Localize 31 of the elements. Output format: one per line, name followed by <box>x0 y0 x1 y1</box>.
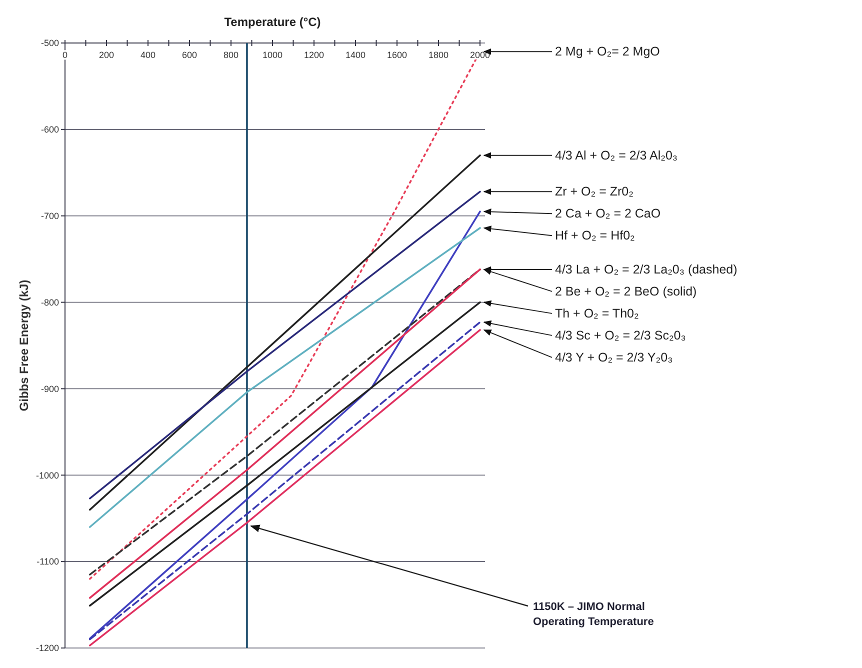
y-tick-label: -1200 <box>36 643 59 654</box>
text: 4/3 Al + O₂ = 2/3 Al₂0₃ <box>555 148 678 162</box>
y-tick-label: -900 <box>40 384 59 394</box>
text: Th + O₂ = Th0₂ <box>555 306 639 320</box>
x-tick-label: 600 <box>182 50 198 60</box>
x-tick-label: 1000 <box>262 50 283 60</box>
y-tick-label: -500 <box>40 38 59 48</box>
y-tick-label: -700 <box>40 211 59 222</box>
ref-line-label: 1150K – JIMO Normal Operating Temperature <box>533 601 654 628</box>
y-tick-label: -600 <box>40 124 59 135</box>
x-tick-label: 1800 <box>428 50 449 60</box>
x-tick-label: 800 <box>223 50 239 60</box>
x-axis-title: Temperature (°C) <box>224 15 321 29</box>
x-tick-label: 200 <box>98 50 114 60</box>
x-tick-label: 400 <box>140 50 156 60</box>
line-series <box>89 210 481 640</box>
text: 2 Be + O₂ = 2 BeO (solid) <box>555 284 697 298</box>
text: 4/3 La + O₂ = 2/3 La₂0₃ (dashed) <box>555 262 738 276</box>
y-tick-label: -800 <box>40 297 59 308</box>
text: 2 Mg + O₂= 2 MgO <box>555 44 660 59</box>
x-tick-label: 1200 <box>304 50 324 60</box>
y-tick-label: -1100 <box>36 556 59 567</box>
x-tick-label: 1400 <box>345 50 366 60</box>
y-axis-title: Gibbs Free Energy (kJ) <box>17 280 31 412</box>
text: 4/3 Y + O₂ = 2/3 Y₂0₃ <box>555 350 673 364</box>
text: Zr + O₂ = Zr0₂ <box>555 184 634 199</box>
y-tick-label: -1000 <box>36 470 59 480</box>
text: Hf + O₂ = Hf0₂ <box>555 228 636 243</box>
x-tick-label: 1600 <box>386 50 408 60</box>
text: 4/3 Sc + O₂ = 2/3 Sc₂0₃ <box>555 328 686 342</box>
text: 2 Ca + O₂ = 2 CaO <box>555 206 661 221</box>
